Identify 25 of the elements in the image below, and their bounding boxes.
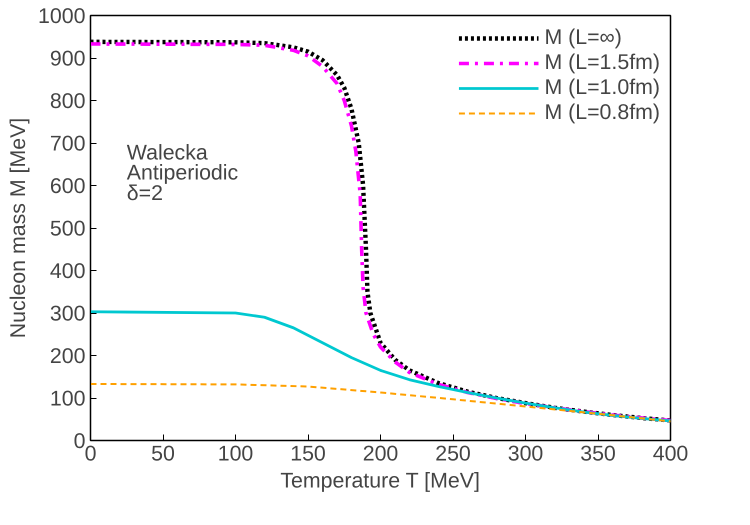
- y-tick-label: 500: [50, 216, 86, 240]
- legend-label: M (L=1.5fm): [544, 50, 660, 75]
- x-tick-label: 150: [290, 442, 326, 466]
- legend-label: M (L=0.8fm): [544, 100, 660, 125]
- x-tick-label: 100: [218, 442, 254, 466]
- y-tick-label: 400: [50, 259, 86, 283]
- x-tick-label: 250: [435, 442, 471, 466]
- legend-label: M (L=∞): [544, 25, 622, 50]
- x-tick-label: 50: [151, 442, 175, 466]
- x-tick-label: 200: [362, 442, 398, 466]
- y-tick-label: 1000: [38, 4, 86, 28]
- y-tick-label: 100: [50, 386, 86, 410]
- y-tick-label: 200: [50, 344, 86, 368]
- y-tick-label: 600: [50, 174, 86, 198]
- x-axis-title: Temperature T [MeV]: [280, 468, 480, 492]
- x-tick-label: 350: [580, 442, 616, 466]
- line-series: [90, 382, 670, 422]
- x-tick-label: 300: [508, 442, 544, 466]
- y-tick-label: 800: [50, 89, 86, 113]
- y-axis-title: Nucleon mass M [MeV]: [6, 118, 30, 338]
- y-tick-label: 900: [50, 46, 86, 70]
- x-tick-label: 400: [652, 442, 688, 466]
- legend-label: M (L=1.0fm): [544, 75, 660, 100]
- y-tick-label: 300: [50, 302, 86, 326]
- y-tick-label: 700: [50, 132, 86, 156]
